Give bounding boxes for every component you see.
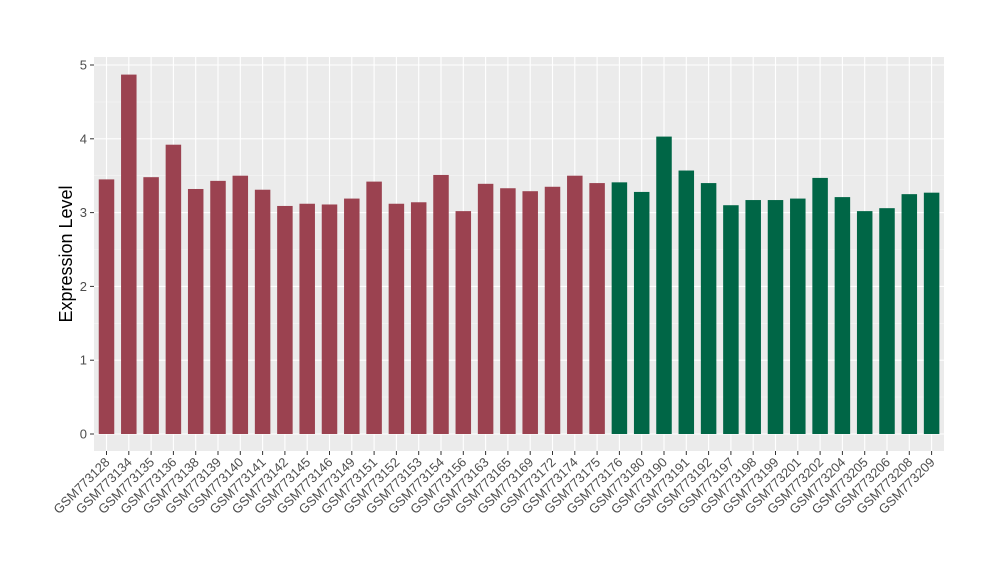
- bar-GSM773141: [254, 189, 271, 434]
- bar-GSM773201: [790, 198, 806, 434]
- bar-GSM773165: [500, 188, 516, 434]
- bar-GSM773140: [232, 175, 249, 434]
- bar-GSM773205: [856, 211, 873, 434]
- bar-GSM773172: [544, 186, 561, 434]
- bar-GSM773163: [477, 183, 494, 434]
- bar-GSM773174: [567, 175, 583, 434]
- x-axis: GSM773128GSM773134GSM773135GSM773136GSM7…: [50, 451, 938, 517]
- bar-GSM773128: [98, 179, 115, 434]
- bar-GSM773198: [745, 200, 761, 434]
- y-tick-label: 3: [80, 205, 87, 220]
- bar-GSM773139: [210, 180, 226, 434]
- y-tick-label: 1: [80, 353, 87, 368]
- bar-GSM773176: [611, 182, 628, 434]
- bar-GSM773134: [121, 74, 137, 435]
- bar-GSM773154: [433, 174, 449, 434]
- bar-GSM773204: [834, 197, 851, 434]
- y-tick-label: 5: [80, 58, 87, 73]
- bar-GSM773153: [410, 202, 427, 434]
- bar-GSM773206: [879, 208, 895, 434]
- bar-GSM773190: [656, 136, 672, 434]
- bar-GSM773152: [388, 203, 405, 434]
- bar-GSM773191: [678, 170, 695, 434]
- bar-GSM773180: [633, 191, 650, 434]
- bar-GSM773145: [299, 203, 315, 434]
- bar-GSM773199: [767, 200, 784, 434]
- bar-GSM773136: [165, 144, 182, 435]
- y-axis: 0 1 2 3 4 5: [80, 58, 94, 442]
- bar-GSM773142: [277, 205, 293, 434]
- bar-GSM773156: [455, 211, 472, 434]
- y-tick-label: 4: [80, 131, 87, 146]
- bars: [98, 74, 940, 435]
- bar-GSM773175: [589, 183, 605, 434]
- bar-GSM773208: [901, 194, 918, 434]
- bar-GSM773146: [321, 204, 338, 434]
- bar-GSM773197: [723, 205, 739, 434]
- bar-GSM773202: [812, 177, 828, 434]
- bar-GSM773209: [923, 192, 940, 434]
- bar-GSM773138: [187, 188, 204, 434]
- bar-GSM773135: [143, 177, 159, 434]
- y-tick-label: 2: [80, 279, 87, 294]
- y-axis-title: Expression Level: [56, 185, 76, 322]
- y-tick-label: 0: [80, 427, 87, 442]
- bar-GSM773149: [344, 198, 360, 434]
- bar-GSM773169: [522, 191, 538, 434]
- bar-GSM773151: [366, 181, 382, 434]
- bar-GSM773192: [700, 183, 717, 434]
